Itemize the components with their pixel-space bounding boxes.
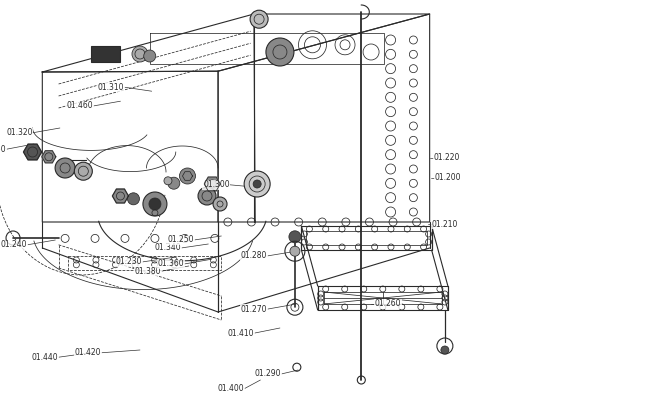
Circle shape	[244, 171, 270, 197]
Text: 01.200: 01.200	[435, 174, 462, 182]
Circle shape	[143, 192, 167, 216]
Text: 01.260: 01.260	[375, 300, 402, 308]
Text: 01.360: 01.360	[158, 260, 184, 268]
Polygon shape	[113, 189, 128, 203]
Text: 01.310: 01.310	[98, 83, 124, 92]
Text: 01.290: 01.290	[255, 370, 281, 378]
Polygon shape	[23, 144, 42, 160]
Circle shape	[55, 158, 75, 178]
Text: 01.210: 01.210	[432, 220, 458, 228]
Circle shape	[74, 162, 92, 180]
Text: 01.410: 01.410	[227, 329, 254, 338]
Circle shape	[168, 177, 180, 189]
Bar	[91, 46, 120, 62]
Text: 01.240: 01.240	[1, 240, 27, 249]
Circle shape	[164, 177, 172, 185]
Circle shape	[266, 38, 294, 66]
Circle shape	[253, 180, 261, 188]
Text: 01.340: 01.340	[154, 244, 181, 252]
Circle shape	[250, 10, 268, 28]
Circle shape	[132, 46, 148, 62]
Text: 01.280: 01.280	[240, 252, 267, 260]
Text: 01.230: 01.230	[115, 258, 142, 266]
Text: 01.440: 01.440	[32, 353, 59, 362]
Circle shape	[149, 198, 161, 210]
Circle shape	[290, 246, 300, 256]
Polygon shape	[42, 151, 56, 163]
Circle shape	[180, 168, 195, 184]
Circle shape	[213, 197, 227, 211]
Circle shape	[128, 193, 139, 205]
Text: 01.380: 01.380	[135, 267, 161, 276]
Text: 01.400: 01.400	[217, 384, 244, 393]
Text: 01.450: 01.450	[0, 145, 7, 154]
Text: 01.300: 01.300	[203, 180, 230, 189]
Text: 01.460: 01.460	[66, 102, 93, 110]
Text: 01.420: 01.420	[74, 348, 101, 357]
Circle shape	[198, 187, 216, 205]
Text: 01.250: 01.250	[167, 236, 194, 244]
Circle shape	[289, 231, 301, 243]
Polygon shape	[204, 177, 220, 191]
Text: 01.220: 01.220	[434, 154, 460, 162]
Text: 01.320: 01.320	[6, 128, 33, 137]
Circle shape	[441, 346, 449, 354]
Text: 01.270: 01.270	[240, 305, 267, 314]
Circle shape	[144, 50, 156, 62]
